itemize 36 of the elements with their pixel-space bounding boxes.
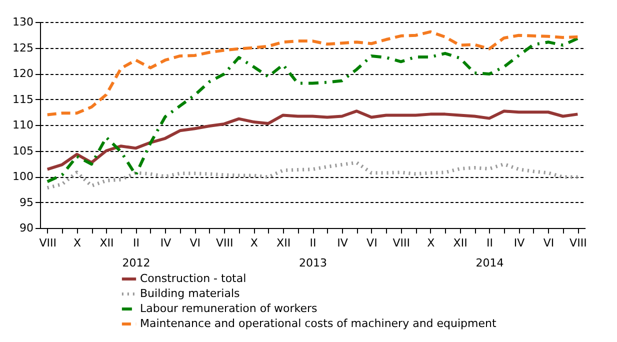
- x-tick-label: VI: [366, 236, 378, 250]
- y-tick-label: 125: [12, 41, 34, 54]
- x-tick-label: VIII: [216, 236, 234, 250]
- x-tick-label: VIII: [392, 236, 410, 250]
- x-tick-label: VIII: [39, 236, 56, 250]
- y-tick-label: 115: [12, 92, 34, 106]
- y-tick-label: 130: [12, 16, 34, 28]
- legend-label: Labour remuneration of workers: [140, 302, 318, 315]
- legend-label: Maintenance and operational costs of machinery and equipment: [140, 317, 497, 330]
- line-series: [46, 30, 580, 116]
- x-tick-label: X: [427, 236, 436, 250]
- x-tick-label: IV: [514, 236, 526, 250]
- y-tick-label: 120: [12, 67, 34, 80]
- legend-label: Building materials: [140, 287, 240, 300]
- y-tick-label: 100: [12, 170, 34, 183]
- x-tick-label: X: [250, 236, 258, 250]
- y-tick-label: 90: [20, 222, 34, 234]
- y-tick-label: 105: [12, 144, 34, 158]
- x-tick-label: VI: [543, 236, 554, 250]
- x-tick-label: XII: [276, 236, 291, 250]
- y-tick-label: 95: [20, 196, 34, 209]
- x-tick-label: II 2013: [299, 236, 328, 270]
- line-series: [46, 110, 580, 171]
- x-tick-label: II 2014: [476, 236, 504, 270]
- legend-label: Construction - total: [140, 272, 246, 285]
- x-tick-label: XII: [100, 236, 114, 250]
- line-series: [46, 160, 580, 190]
- x-tick-label: IV: [337, 236, 348, 250]
- x-tick-label: X: [74, 236, 82, 250]
- x-tick-label: VIII: [570, 236, 587, 250]
- x-tick-label: II 2012: [122, 236, 150, 270]
- y-tick-label: 110: [12, 118, 34, 132]
- x-tick-label: XII: [453, 236, 468, 250]
- x-tick-label: VI: [190, 236, 201, 250]
- x-tick-label: IV: [160, 236, 172, 250]
- line-series: [46, 36, 580, 184]
